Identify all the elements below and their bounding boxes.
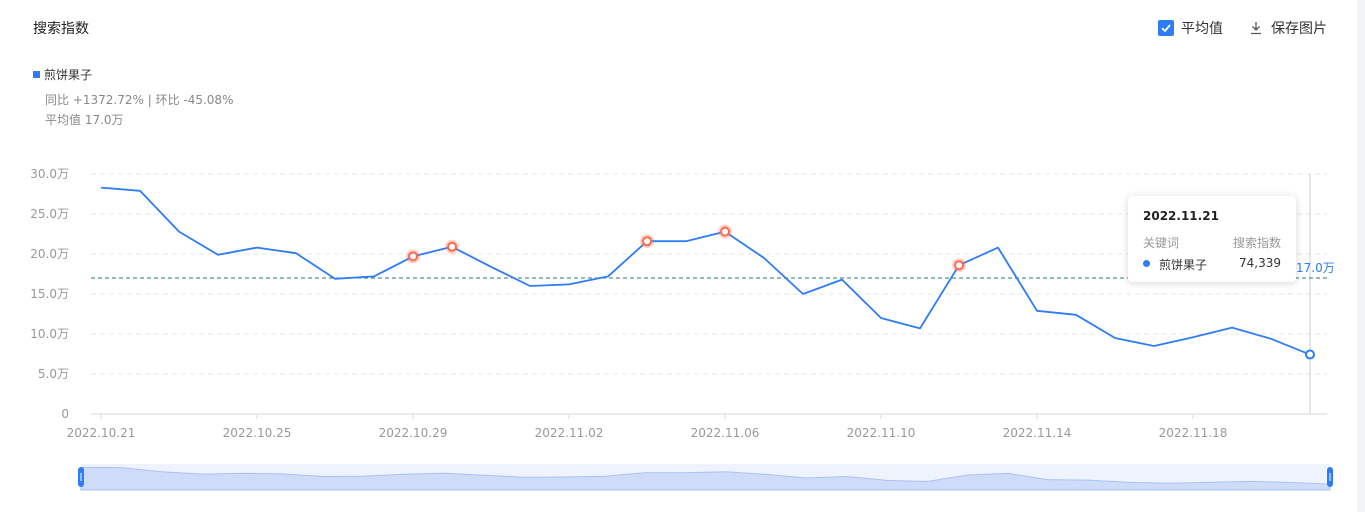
y-tick-label: 0 [61, 407, 69, 421]
save-image-button[interactable]: 保存图片 [1271, 21, 1327, 37]
x-tick-label: 2022.10.25 [223, 426, 292, 440]
range-slider-area [80, 466, 1331, 491]
x-tick-label: 2022.11.10 [847, 426, 916, 440]
x-tick-label: 2022.10.21 [67, 426, 136, 440]
page-title: 搜索指数 [33, 21, 89, 37]
highlight-marker [408, 251, 418, 262]
highlight-marker [954, 260, 964, 271]
average-toggle-label[interactable]: 平均值 [1181, 21, 1223, 37]
y-tick-label: 5.0万 [38, 367, 69, 381]
average-line-label: 17.0万 [1296, 261, 1335, 275]
x-tick-label: 2022.10.29 [379, 426, 448, 440]
y-tick-label: 10.0万 [30, 327, 69, 341]
tooltip-header-keyword: 关键词 [1143, 236, 1180, 250]
average-text: 平均值 17.0万 [45, 113, 124, 127]
download-icon[interactable] [1249, 21, 1263, 35]
series-line [100, 186, 1311, 356]
legend[interactable]: 煎饼果子 [33, 66, 92, 83]
highlight-marker [447, 241, 457, 252]
tooltip-date: 2022.11.21 [1143, 209, 1219, 223]
tooltip: 2022.11.21 关键词 搜索指数 煎饼果子 74,339 [1128, 196, 1296, 282]
tooltip-keyword: 煎饼果子 [1159, 258, 1208, 272]
tooltip-header-index: 搜索指数 [1232, 236, 1281, 250]
toolbar: 平均值 保存图片 [1158, 18, 1327, 38]
active-point [1305, 349, 1315, 360]
y-tick-label: 30.0万 [30, 167, 69, 181]
legend-swatch [33, 71, 40, 78]
x-tick-label: 2022.11.02 [535, 426, 604, 440]
highlight-marker [642, 236, 652, 247]
check-icon [1161, 24, 1171, 33]
yoy-mom-text: 同比 +1372.72% | 环比 -45.08% [45, 93, 234, 107]
x-tick-label: 2022.11.06 [691, 426, 760, 440]
tooltip-value: 74,339 [1239, 256, 1281, 270]
highlight-marker [720, 226, 730, 237]
y-tick-label: 25.0万 [30, 207, 69, 221]
x-tick-label: 2022.11.18 [1159, 426, 1228, 440]
stats: 同比 +1372.72% | 环比 -45.08% 平均值 17.0万 [45, 90, 233, 130]
y-tick-label: 20.0万 [30, 247, 69, 261]
average-checkbox[interactable] [1158, 20, 1174, 36]
y-tick-label: 15.0万 [30, 287, 69, 301]
x-tick-label: 2022.11.14 [1003, 426, 1072, 440]
legend-label: 煎饼果子 [44, 68, 93, 82]
tooltip-series-dot [1143, 260, 1150, 267]
